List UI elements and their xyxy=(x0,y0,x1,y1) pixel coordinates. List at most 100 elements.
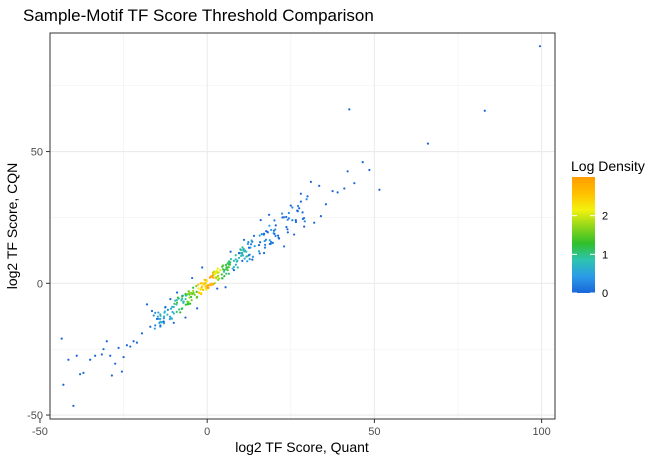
data-point xyxy=(274,224,277,227)
data-point xyxy=(219,269,222,272)
data-point xyxy=(246,260,249,263)
data-point xyxy=(152,314,155,317)
data-point xyxy=(170,317,173,320)
data-point xyxy=(309,180,312,183)
data-point xyxy=(197,291,200,294)
data-point xyxy=(286,228,289,231)
data-point xyxy=(286,231,289,234)
data-point xyxy=(193,293,196,296)
legend-ticks: 0 1 2 xyxy=(572,211,608,300)
data-point xyxy=(227,272,230,275)
data-point xyxy=(236,266,239,269)
data-point xyxy=(189,302,192,305)
data-point xyxy=(157,311,160,314)
data-point xyxy=(162,322,166,325)
data-point xyxy=(203,278,206,281)
data-point xyxy=(305,198,308,201)
data-point xyxy=(195,290,198,293)
data-point xyxy=(263,246,267,249)
data-point xyxy=(159,314,162,318)
data-point xyxy=(274,234,277,238)
data-point xyxy=(234,254,237,257)
data-point xyxy=(192,286,195,289)
y-tick-label: 50 xyxy=(31,147,43,159)
data-point xyxy=(270,240,273,244)
data-point xyxy=(269,242,272,245)
x-tick-label: 100 xyxy=(532,426,550,438)
data-point xyxy=(226,262,229,265)
data-point xyxy=(251,240,254,243)
data-point xyxy=(353,182,356,185)
data-point xyxy=(243,257,246,260)
data-point xyxy=(259,218,262,222)
data-point xyxy=(122,355,125,359)
data-point xyxy=(172,312,175,315)
data-point xyxy=(197,287,200,290)
data-point xyxy=(225,268,228,271)
data-point xyxy=(232,265,236,269)
data-point xyxy=(262,251,266,255)
data-point xyxy=(206,284,209,287)
legend-tick-label: 2 xyxy=(602,211,608,223)
data-point xyxy=(273,232,276,235)
data-point xyxy=(114,362,117,365)
data-point xyxy=(273,219,276,222)
data-point xyxy=(82,371,85,374)
data-point xyxy=(159,320,162,323)
data-point xyxy=(172,305,175,309)
data-point xyxy=(195,295,199,298)
data-point xyxy=(294,218,297,222)
data-point xyxy=(132,340,135,343)
data-point xyxy=(169,307,173,310)
data-point xyxy=(202,282,205,285)
data-point xyxy=(222,268,225,271)
data-point xyxy=(217,271,220,274)
y-tick-label: -50 xyxy=(27,410,43,422)
data-point xyxy=(72,404,75,407)
data-point xyxy=(206,286,209,289)
data-point xyxy=(260,233,263,236)
data-point xyxy=(232,259,236,262)
data-point xyxy=(190,291,193,295)
data-point xyxy=(287,217,290,220)
data-point xyxy=(209,283,212,286)
legend-tick-label: 0 xyxy=(602,288,608,300)
data-point xyxy=(217,274,220,277)
data-point xyxy=(346,170,349,173)
data-point xyxy=(191,276,194,280)
data-point xyxy=(227,266,230,269)
data-point xyxy=(257,250,261,253)
data-point xyxy=(296,204,300,208)
data-point xyxy=(159,324,162,327)
data-point xyxy=(180,307,183,311)
plot-background xyxy=(50,33,555,419)
data-point xyxy=(239,248,243,252)
data-point xyxy=(319,215,322,218)
data-point xyxy=(184,303,187,306)
data-point xyxy=(234,263,237,266)
data-point xyxy=(318,184,321,187)
data-point xyxy=(240,254,243,257)
data-point xyxy=(242,247,245,250)
data-point xyxy=(174,299,177,302)
data-point xyxy=(171,310,174,314)
data-point xyxy=(483,109,486,112)
data-point xyxy=(343,187,346,190)
data-point xyxy=(301,211,304,214)
data-point xyxy=(225,272,228,275)
data-point xyxy=(175,310,178,313)
data-point xyxy=(368,168,371,172)
data-point xyxy=(299,192,302,195)
data-point xyxy=(251,258,254,261)
color-legend: Log Density 0 1 2 xyxy=(571,158,645,300)
data-point xyxy=(177,308,181,311)
data-point xyxy=(166,313,169,316)
data-point xyxy=(538,45,542,48)
data-point xyxy=(258,234,261,237)
data-point xyxy=(426,142,430,145)
data-point xyxy=(313,221,316,224)
data-point xyxy=(258,252,261,255)
data-point xyxy=(299,200,302,203)
data-point xyxy=(176,296,180,299)
data-point xyxy=(243,250,246,253)
